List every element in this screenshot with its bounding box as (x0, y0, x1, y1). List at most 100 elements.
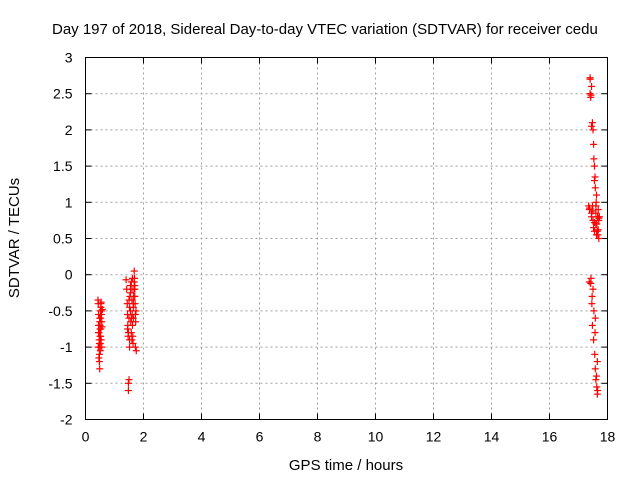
data-point (96, 347, 104, 355)
data-point (96, 321, 104, 329)
data-point (590, 219, 598, 227)
data-point (589, 126, 597, 134)
data-point (128, 321, 136, 329)
data-point (125, 296, 133, 304)
chart-title: Day 197 of 2018, Sidereal Day-to-day VTE… (52, 21, 598, 38)
x-tick-label: 14 (484, 429, 500, 445)
data-point (132, 347, 140, 355)
data-point (590, 177, 598, 185)
grid-lines (85, 57, 608, 420)
y-tick-label: 1 (65, 194, 73, 210)
data-point (97, 336, 105, 344)
data-point (592, 191, 600, 199)
data-point (595, 235, 603, 242)
data-point (128, 336, 136, 344)
data-point (591, 365, 599, 373)
data-point (588, 119, 596, 127)
data-point (97, 311, 105, 319)
x-tick-label: 18 (600, 429, 616, 445)
y-tick-label: -1.5 (48, 375, 72, 391)
data-point (127, 314, 135, 322)
data-point (98, 343, 106, 351)
data-point (590, 307, 598, 315)
data-point (594, 387, 602, 395)
data-point (591, 329, 599, 337)
y-tick-label: 0 (65, 267, 73, 283)
data-point (590, 155, 598, 163)
x-tick-label: 8 (314, 429, 322, 445)
x-tick-label: 6 (256, 429, 264, 445)
y-tick-label: 1.5 (53, 158, 73, 174)
x-tick-label: 10 (368, 429, 384, 445)
data-point (588, 321, 596, 329)
x-tick-label: 16 (542, 429, 558, 445)
y-tick-label: -1 (60, 339, 73, 355)
x-tick-label: 12 (426, 429, 442, 445)
data-point (124, 329, 132, 337)
data-point (96, 314, 104, 322)
data-point (588, 292, 596, 300)
tick-labels: 0 2 4 6 8 10 12 14 16 18 3 2.5 2 1.5 1 0.5 0 -0.5 -1 -1.5 -2 (48, 50, 615, 445)
data-point (590, 224, 598, 232)
data-point (586, 75, 594, 83)
data-point (97, 298, 105, 306)
data-point (132, 307, 140, 315)
y-tick-label: 3 (65, 50, 73, 66)
data-point (587, 274, 595, 282)
data-point (131, 292, 139, 300)
data-point (129, 339, 137, 347)
data-point (585, 278, 593, 286)
x-tick-label: 0 (82, 429, 90, 445)
data-point (588, 82, 596, 90)
data-point (590, 140, 598, 148)
data-point (124, 325, 132, 333)
data-point (586, 204, 594, 212)
data-point (588, 209, 596, 217)
data-point (97, 325, 105, 333)
data-point (122, 276, 130, 284)
x-axis-label: GPS time / hours (289, 457, 403, 474)
y-tick-label: 0.5 (53, 231, 73, 247)
data-point (589, 285, 597, 293)
data-point (95, 329, 103, 337)
data-point (593, 383, 601, 391)
y-tick-label: -2 (60, 412, 73, 428)
data-point (593, 358, 601, 366)
data-point (590, 162, 598, 170)
data-point (131, 285, 139, 293)
data-point (132, 318, 140, 326)
data-point (95, 354, 103, 362)
data-point (125, 376, 133, 384)
data-point (126, 289, 134, 297)
data-point (587, 93, 595, 101)
data-point (591, 350, 599, 358)
axis-ticks (85, 57, 608, 420)
data-point (129, 300, 137, 308)
data-point (592, 220, 600, 228)
data-point (130, 267, 138, 275)
data-point (123, 300, 131, 308)
data-point (588, 122, 596, 130)
data-point (592, 372, 600, 380)
data-point (591, 184, 599, 192)
y-tick-label: -0.5 (48, 303, 72, 319)
y-tick-label: 2 (65, 122, 73, 138)
data-point (588, 300, 596, 308)
y-tick-label: 2.5 (53, 86, 73, 102)
data-point (592, 202, 600, 210)
data-point (590, 336, 598, 344)
data-point (124, 387, 132, 395)
data-point (126, 343, 134, 351)
x-tick-label: 4 (198, 429, 206, 445)
data-point (95, 339, 103, 347)
data-point (96, 365, 104, 373)
data-points (94, 74, 603, 398)
data-point (128, 274, 136, 282)
data-point (594, 206, 602, 214)
data-point (591, 314, 599, 322)
x-tick-label: 2 (140, 429, 148, 445)
data-point (98, 305, 106, 313)
y-axis-label: SDTVAR / TECUs (6, 178, 23, 298)
